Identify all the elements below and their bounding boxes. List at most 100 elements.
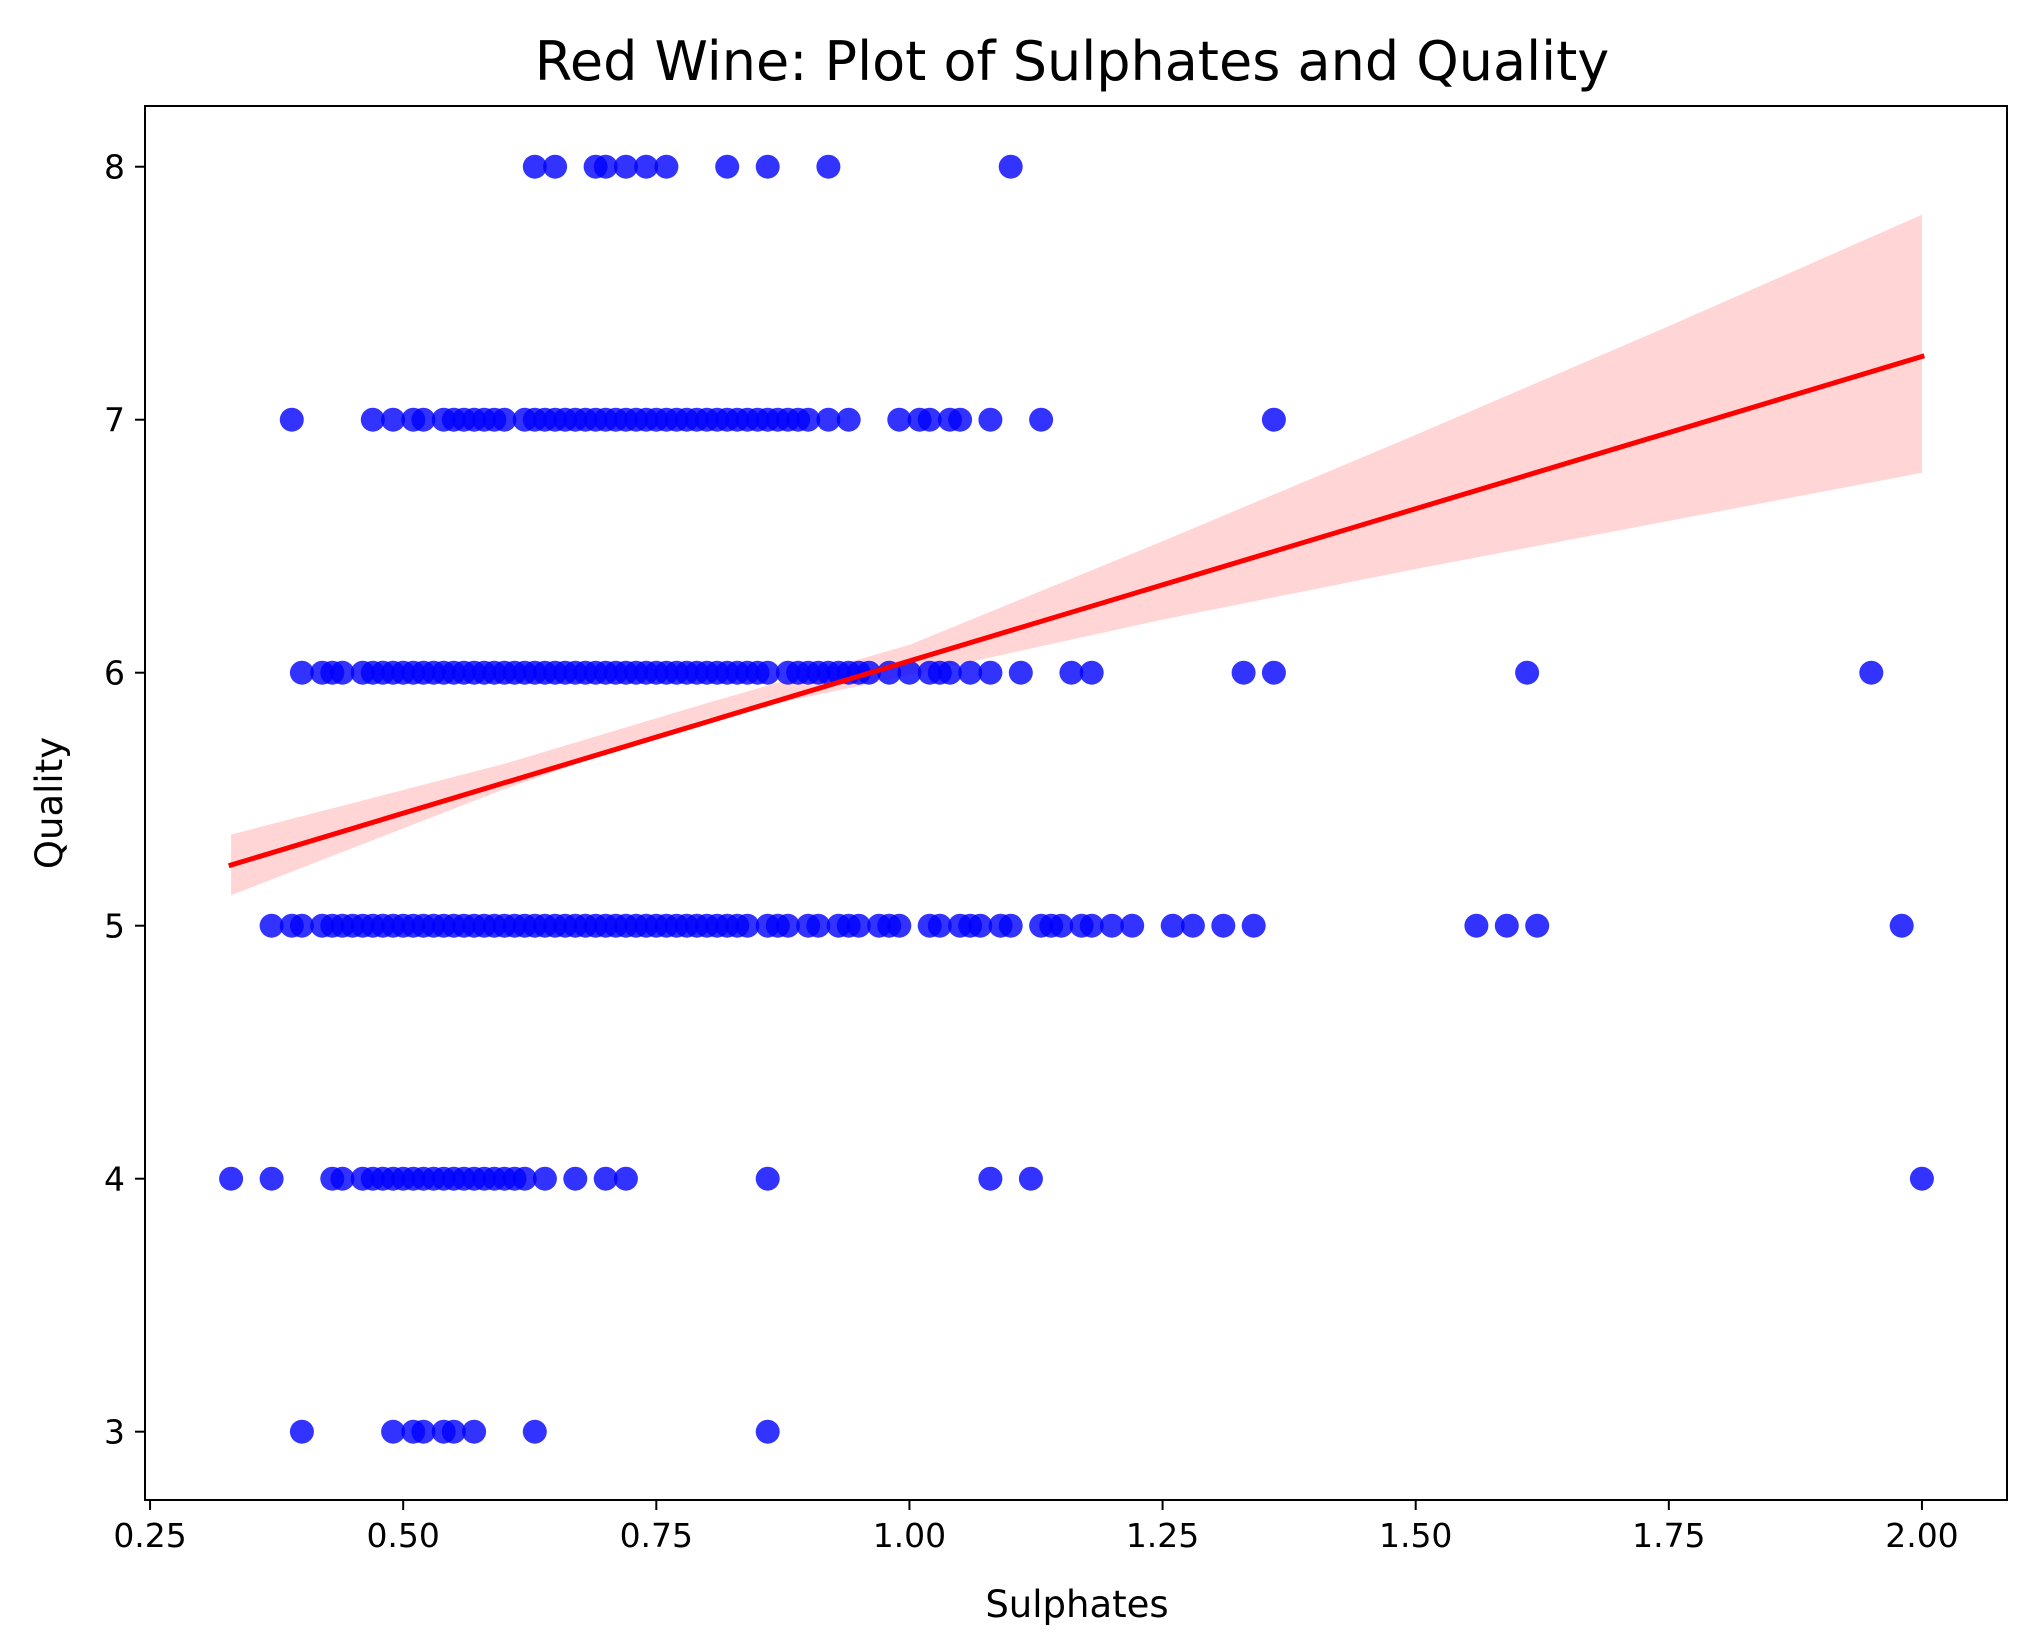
data-point [289,913,314,938]
data-point [755,154,780,179]
data-point [1261,660,1286,685]
data-point [411,407,436,432]
y-tick-label: 4 [104,1160,125,1199]
data-point [897,660,922,685]
data-point [654,154,679,179]
data-point [289,1419,314,1444]
y-tick-label: 7 [104,401,125,440]
data-point [836,407,861,432]
y-tick-label: 5 [104,907,125,946]
data-point [381,407,406,432]
data-point [1079,913,1104,938]
data-point [735,913,760,938]
x-tick-label: 1.00 [873,1516,946,1555]
data-point [259,913,284,938]
data-point [522,154,547,179]
data-point [1889,913,1914,938]
data-point [543,154,568,179]
data-point [1464,913,1489,938]
data-point [1859,660,1884,685]
data-point [755,1166,780,1191]
data-point [532,1166,557,1191]
data-point [1079,660,1104,685]
data-point [1231,660,1256,685]
data-point [816,154,841,179]
x-tick-label: 0.50 [366,1516,439,1555]
plot-frame [144,105,2008,1501]
data-point [1029,407,1054,432]
y-tick-label: 8 [104,148,125,187]
data-point [755,1419,780,1444]
x-tick-label: 0.25 [113,1516,186,1555]
data-point [441,1419,466,1444]
y-tick-label: 6 [104,654,125,693]
data-point [512,1166,537,1191]
data-point [1211,913,1236,938]
data-point [360,407,385,432]
scatter-points [219,154,1934,1444]
y-axis-label: Quality [28,737,71,869]
data-point [330,1166,355,1191]
regression-line-layer [227,353,1926,869]
confidence-band-layer [231,214,1922,896]
data-point [796,407,821,432]
data-point [1515,660,1540,685]
data-point [522,1419,547,1444]
y-tick-label: 3 [104,1413,125,1452]
data-point [1241,913,1266,938]
regression-line [227,353,1926,869]
data-point [634,154,659,179]
data-point [958,660,983,685]
data-point [563,1166,588,1191]
data-point [806,913,831,938]
x-tick-label: 0.75 [620,1516,693,1555]
y-axis-ticks: 3 4 5 6 7 8 [104,148,145,1452]
x-tick-label: 2.00 [1885,1516,1958,1555]
data-point [927,913,952,938]
data-point [917,407,942,432]
data-point [381,1419,406,1444]
x-tick-label: 1.50 [1379,1516,1452,1555]
data-point [462,1419,487,1444]
data-point [613,1166,638,1191]
data-point [593,1166,618,1191]
data-point [978,407,1003,432]
data-point [998,913,1023,938]
data-point [937,660,962,685]
data-point [1018,1166,1043,1191]
data-point [1525,913,1550,938]
data-point [1160,913,1185,938]
chart-title: Red Wine: Plot of Sulphates and Quality [535,30,1609,93]
data-point [968,913,993,938]
data-point [1261,407,1286,432]
data-point [1180,913,1205,938]
data-point [998,154,1023,179]
data-point [289,660,314,685]
data-point [715,154,740,179]
data-point [593,154,618,179]
x-axis-ticks: 0.25 0.50 0.75 1.00 1.25 1.50 1.75 2.00 [113,1500,1959,1555]
data-point [1008,660,1033,685]
confidence-band [231,214,1922,896]
data-point [411,1419,436,1444]
data-point [978,660,1003,685]
data-point [846,913,871,938]
data-point [948,407,973,432]
data-point [279,407,304,432]
data-point [775,913,800,938]
data-point [978,1166,1003,1191]
data-point [816,407,841,432]
data-point [259,1166,284,1191]
x-tick-label: 1.75 [1632,1516,1705,1555]
data-point [1494,913,1519,938]
data-point [1049,913,1074,938]
data-point [1099,913,1124,938]
x-axis-label: Sulphates [985,1583,1168,1626]
data-point [492,407,517,432]
data-point [1909,1166,1934,1191]
data-point [613,154,638,179]
data-point [887,913,912,938]
data-point [887,407,912,432]
data-point [330,660,355,685]
